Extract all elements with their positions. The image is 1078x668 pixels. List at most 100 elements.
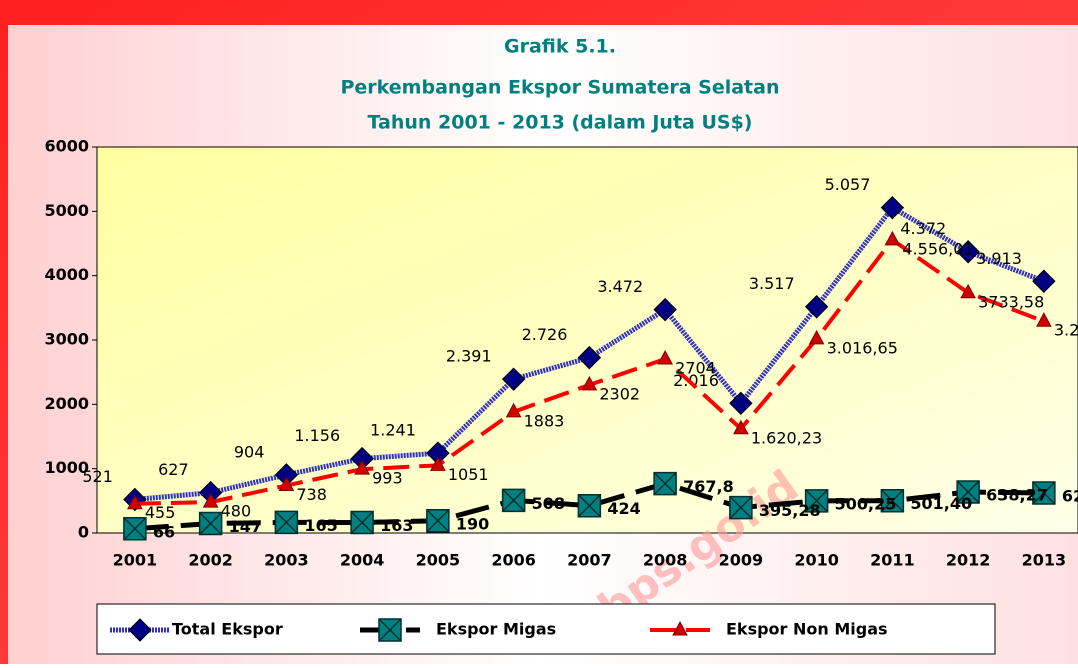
data-label: 738 (296, 485, 327, 504)
point (426, 509, 450, 533)
legend-marker (672, 620, 688, 636)
point (577, 493, 602, 518)
data-label: 508 (532, 494, 565, 513)
point (501, 488, 526, 513)
data-label: 3.517 (749, 274, 795, 293)
data-label: 4.556,01 (902, 239, 973, 258)
data-label: 501,40 (910, 494, 972, 513)
point (505, 402, 522, 418)
point (880, 195, 905, 220)
data-label: 480 (221, 502, 252, 521)
point (729, 391, 753, 416)
data-label: 424 (607, 499, 640, 518)
data-label: 2302 (599, 384, 640, 403)
y-tick-label: 2000 (44, 394, 89, 413)
point (577, 345, 602, 370)
data-label: 767,8 (683, 477, 734, 496)
point (350, 510, 374, 535)
point (808, 329, 825, 345)
chart-title: Grafik 5.1. (504, 36, 616, 58)
data-label: 2.726 (522, 325, 568, 344)
data-label: 500,25 (835, 494, 897, 513)
point (733, 419, 749, 435)
data-label: 904 (234, 442, 265, 461)
data-label: 993 (372, 469, 403, 488)
point (202, 493, 219, 508)
x-tick-label: 2008 (643, 551, 688, 570)
x-tick-label: 2012 (946, 551, 991, 570)
point (657, 349, 673, 365)
data-label: 3.016,65 (827, 338, 898, 357)
x-tick-label: 2011 (870, 551, 915, 570)
data-label: 2704 (675, 359, 716, 378)
data-label: 2.391 (446, 347, 492, 366)
x-tick-label: 2005 (416, 551, 461, 570)
point (1032, 481, 1056, 505)
legend-marker (378, 618, 402, 642)
point (430, 456, 446, 471)
chart-title: Tahun 2001 - 2013 (dalam Juta US$) (367, 112, 752, 134)
y-tick-label: 0 (78, 523, 89, 542)
data-label: 638,27 (986, 485, 1048, 504)
point (960, 283, 976, 299)
data-label: 147 (229, 517, 262, 536)
x-tick-label: 2009 (719, 551, 764, 570)
point (884, 230, 901, 246)
y-tick-label: 6000 (44, 137, 89, 156)
x-tick-label: 2006 (491, 551, 536, 570)
legend-marker (128, 618, 152, 642)
x-tick-label: 2013 (1022, 551, 1067, 570)
point (653, 297, 677, 322)
point (653, 471, 677, 496)
chart-title: Perkembangan Ekspor Sumatera Selatan (340, 77, 779, 99)
x-tick-label: 2002 (188, 551, 233, 570)
data-label: 455 (145, 503, 176, 522)
point (880, 488, 905, 513)
data-label: 190 (456, 514, 489, 533)
point (278, 476, 295, 492)
data-label: 627 (158, 460, 189, 479)
point (123, 517, 147, 541)
plot-area (96, 146, 1078, 534)
data-label: 165 (304, 516, 337, 535)
point (581, 375, 598, 391)
point (127, 494, 143, 510)
point (354, 460, 370, 475)
y-tick-label: 3000 (44, 330, 89, 349)
data-label: 3.913 (976, 249, 1022, 268)
data-label: 1883 (524, 411, 565, 430)
x-tick-label: 2003 (264, 551, 309, 570)
data-label: 4.372 (900, 219, 946, 238)
data-label: 1.620,23 (751, 428, 822, 447)
data-label: 3.472 (597, 277, 643, 296)
data-label: 1051 (448, 465, 489, 484)
x-tick-label: 2004 (340, 551, 385, 570)
data-label: 395,28 (759, 501, 821, 520)
point (198, 511, 223, 536)
point (501, 367, 526, 391)
point (1032, 269, 1056, 293)
x-tick-label: 2007 (567, 551, 612, 570)
data-label: 66 (153, 522, 175, 541)
y-tick-label: 1000 (44, 458, 89, 477)
point (804, 295, 829, 319)
legend-label: Total Ekspor (172, 620, 283, 639)
point (729, 495, 753, 520)
point (1036, 312, 1052, 327)
point (804, 489, 829, 513)
legend-label: Ekspor Non Migas (726, 620, 888, 639)
data-label: 1.241 (370, 421, 416, 440)
y-tick-label: 5000 (44, 201, 89, 220)
legend-label: Ekspor Migas (436, 620, 556, 639)
point (956, 240, 980, 264)
point (274, 510, 299, 535)
data-label: 5.057 (825, 175, 871, 194)
point (956, 480, 980, 504)
data-label: 521 (82, 467, 113, 486)
x-tick-label: 2001 (113, 551, 158, 570)
y-tick-label: 4000 (44, 265, 89, 284)
legend (96, 603, 996, 655)
data-label: 3733,58 (978, 292, 1044, 311)
data-label: 1.156 (294, 426, 340, 445)
